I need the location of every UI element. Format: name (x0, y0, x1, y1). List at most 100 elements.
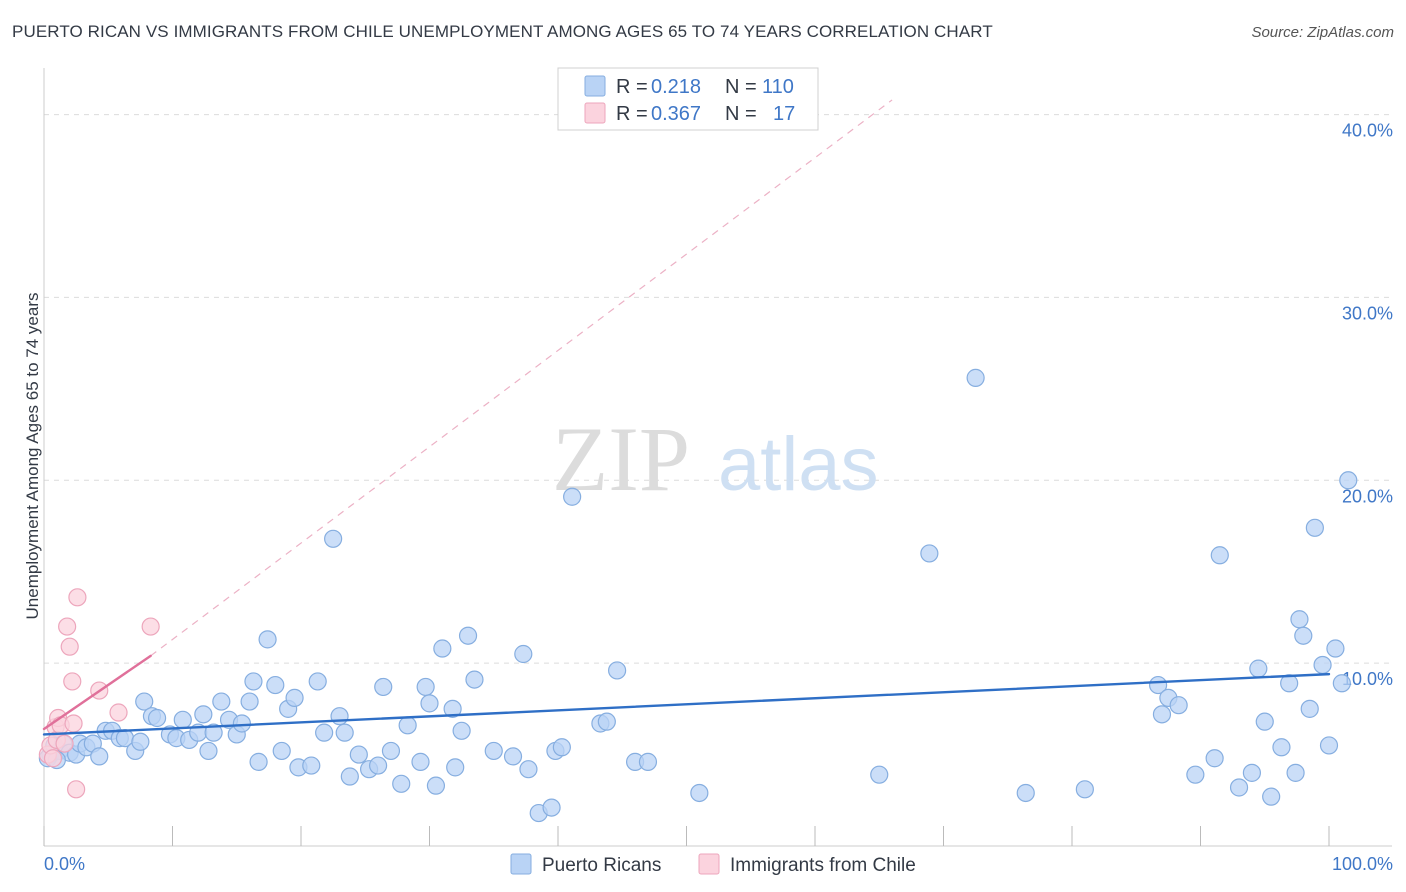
point-puerto-rican-91 (1210, 546, 1229, 565)
legend-r-value-2: 0.367 (651, 103, 701, 125)
point-puerto-rican-67 (514, 644, 533, 664)
point-puerto-rican-45 (330, 707, 349, 726)
chart-title: PUERTO RICAN VS IMMIGRANTS FROM CHILE UN… (12, 22, 993, 41)
point-chile-9 (58, 617, 77, 636)
bottom-legend-swatch-puerto-ricans (510, 853, 532, 875)
chart-source: Source: ZipAtlas.com (1251, 24, 1394, 41)
point-puerto-rican-10 (90, 747, 109, 766)
trend-line-chile (42, 654, 152, 731)
point-puerto-rican-76 (608, 661, 627, 680)
point-puerto-rican-46 (335, 723, 354, 742)
point-puerto-rican-107 (1332, 674, 1351, 693)
point-puerto-rican-55 (411, 752, 430, 771)
point-puerto-rican-62 (452, 721, 471, 740)
point-chile-14 (68, 588, 87, 607)
legend: R = 0.218 N = 110 R = 0.367 N = 17 (557, 67, 819, 131)
point-chile-3 (43, 749, 63, 768)
point-puerto-rican-47 (340, 767, 359, 786)
y-axis-label: Unemployment Among Ages 65 to 74 years (23, 293, 42, 620)
point-puerto-rican-60 (443, 699, 462, 718)
point-chile-13 (67, 780, 86, 799)
legend-n-value-2: 17 (773, 103, 795, 125)
y-tick-label-3: 30.0% (1342, 303, 1393, 323)
gridlines (44, 114, 1392, 664)
point-chile-10 (60, 637, 79, 656)
point-puerto-rican-65 (484, 741, 503, 761)
point-puerto-rican-73 (563, 487, 582, 506)
trend-lines (42, 99, 1331, 736)
point-puerto-rican-84 (1075, 780, 1094, 799)
bottom-legend: Puerto Ricans Immigrants from Chile (510, 853, 916, 876)
point-puerto-rican-93 (1242, 763, 1262, 782)
point-puerto-rican-22 (173, 710, 192, 729)
point-puerto-rican-94 (1249, 659, 1268, 678)
y-tick-label-1: 10.0% (1342, 669, 1393, 689)
point-puerto-rican-48 (349, 745, 368, 764)
point-puerto-rican-36 (266, 675, 285, 695)
watermark-atlas: atlas (718, 422, 879, 507)
x-tick-label-min: 0.0% (44, 854, 85, 874)
point-puerto-rican-37 (272, 741, 291, 761)
point-puerto-rican-41 (302, 756, 321, 775)
point-puerto-rican-17 (135, 692, 154, 711)
point-puerto-rican-50 (369, 756, 388, 775)
point-puerto-rican-61 (446, 758, 465, 777)
point-puerto-rican-44 (324, 529, 343, 548)
legend-swatch-immigrants-chile (584, 102, 606, 124)
legend-n-value-1: 110 (762, 76, 794, 98)
point-puerto-rican-103 (1305, 518, 1324, 537)
point-puerto-rican-68 (519, 760, 538, 779)
trend-line-puerto-rican (42, 672, 1331, 736)
point-puerto-rican-102 (1300, 699, 1319, 718)
point-puerto-rican-99 (1286, 763, 1305, 782)
point-puerto-rican-88 (1169, 696, 1188, 715)
point-puerto-rican-83 (1016, 783, 1035, 803)
point-puerto-rican-34 (249, 752, 268, 771)
point-puerto-rican-108 (1339, 471, 1358, 490)
point-puerto-rican-64 (465, 670, 484, 689)
point-puerto-rican-32 (240, 692, 259, 711)
bottom-legend-swatch-immigrants-chile (698, 853, 720, 875)
legend-r-label-1: R = (616, 76, 648, 98)
point-chile-11 (63, 672, 82, 691)
legend-swatch-puerto-ricans (584, 75, 606, 97)
point-puerto-rican-52 (381, 741, 401, 761)
point-puerto-rican-96 (1262, 787, 1281, 806)
point-puerto-rican-80 (870, 765, 889, 784)
point-chile-17 (141, 617, 160, 636)
point-chile-12 (64, 714, 83, 733)
bottom-legend-label-immigrants-chile: Immigrants from Chile (730, 855, 916, 876)
point-puerto-rican-66 (503, 747, 523, 766)
point-puerto-rican-86 (1152, 705, 1172, 724)
bottom-legend-label-puerto-ricans: Puerto Ricans (542, 855, 661, 876)
point-puerto-rican-75 (597, 712, 616, 731)
point-puerto-rican-57 (420, 694, 439, 713)
point-puerto-rican-51 (374, 677, 393, 697)
point-puerto-rican-63 (458, 626, 478, 645)
legend-n-label-1: N = (725, 76, 757, 98)
point-puerto-rican-106 (1326, 639, 1345, 658)
point-puerto-rican-97 (1272, 738, 1291, 757)
point-puerto-rican-25 (194, 705, 213, 724)
point-puerto-rican-89 (1186, 765, 1205, 784)
point-puerto-rican-28 (212, 692, 231, 711)
point-puerto-rican-19 (147, 708, 167, 728)
trend-line-chile-dashed (150, 99, 893, 657)
watermark: ZIP atlas (552, 408, 879, 510)
point-chile-16 (109, 703, 128, 722)
point-puerto-rican-27 (204, 723, 223, 742)
point-puerto-rican-31 (232, 714, 251, 733)
point-puerto-rican-59 (433, 639, 452, 658)
point-puerto-rican-104 (1313, 655, 1332, 675)
point-puerto-rican-79 (690, 783, 709, 803)
point-puerto-rican-56 (416, 677, 435, 697)
point-puerto-rican-95 (1255, 712, 1274, 731)
legend-n-label-2: N = (725, 103, 757, 125)
point-puerto-rican-70 (542, 798, 561, 817)
point-puerto-rican-58 (426, 776, 446, 795)
point-puerto-rican-72 (552, 738, 571, 757)
point-puerto-rican-100 (1290, 610, 1309, 629)
x-tick-label-max: 100.0% (1332, 854, 1393, 874)
point-chile-8 (55, 734, 74, 753)
